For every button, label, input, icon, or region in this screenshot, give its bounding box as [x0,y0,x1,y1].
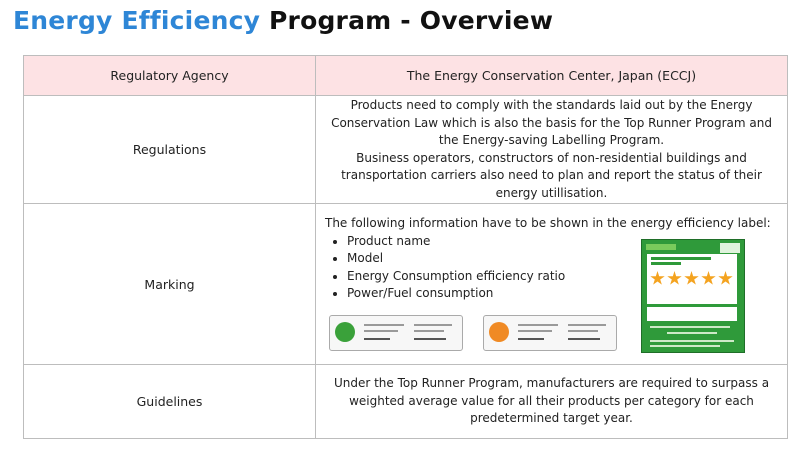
marking-item: Power/Fuel consumption [347,285,771,303]
star-icon [684,271,699,285]
page-title-accent: Energy Efficiency [13,6,261,35]
star-icon [650,271,665,285]
header-label: Regulatory Agency [23,55,316,96]
page-title: Energy Efficiency Program - Overview [13,6,553,35]
marking-text: The following information have to be sho… [325,215,771,303]
table-row-regulations: Regulations Products need to comply with… [23,95,788,204]
marking-list: Product name Model Energy Consumption ef… [325,233,771,303]
label-logo-icon [489,322,509,342]
energy-label-image-1 [329,315,463,351]
marking-intro: The following information have to be sho… [325,216,771,230]
regulations-paragraph-2: Business operators, constructors of non-… [341,150,762,200]
marking-item: Energy Consumption efficiency ratio [347,268,771,286]
energy-label-image-2 [483,315,617,351]
header-value: The Energy Conservation Center, Japan (E… [315,55,788,96]
energy-label-image-3 [641,239,745,353]
marking-item: Product name [347,233,771,251]
star-icon [667,271,682,285]
marking-item: Model [347,250,771,268]
row-content-guidelines: Under the Top Runner Program, manufactur… [315,364,788,439]
marking-content: The following information have to be sho… [316,205,787,363]
row-label-regulations: Regulations [23,95,316,204]
label-logo-icon [335,322,355,342]
table-row-marking: Marking The following information have t… [23,203,788,365]
star-icon [718,271,733,285]
star-icon [701,271,716,285]
row-content-regulations: Products need to comply with the standar… [315,95,788,204]
overview-table: Regulatory Agency The Energy Conservatio… [23,55,788,439]
row-label-guidelines: Guidelines [23,364,316,439]
row-label-marking: Marking [23,203,316,365]
row-content-marking: The following information have to be sho… [315,203,788,365]
regulations-paragraph-1: Products need to comply with the standar… [331,98,772,147]
table-row-guidelines: Guidelines Under the Top Runner Program,… [23,364,788,439]
page-title-rest: Program - Overview [260,6,554,35]
table-header-row: Regulatory Agency The Energy Conservatio… [23,55,788,96]
